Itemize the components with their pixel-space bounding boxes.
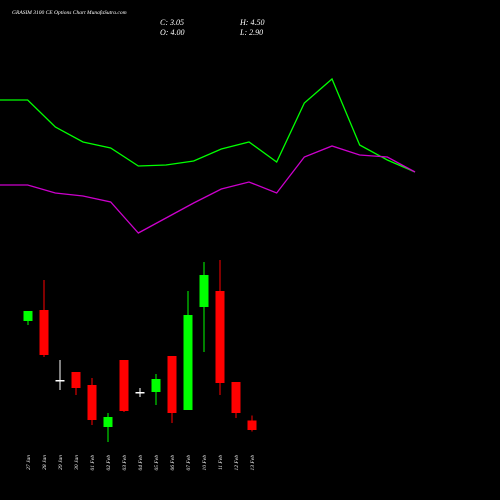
line-series [0,145,416,234]
x-tick-label: 04 Feb [137,455,144,471]
ohlc-close: C: 3.05 [160,18,184,27]
x-tick-label: 28 Jan [42,455,48,470]
candle-body [183,315,193,410]
candle-body [199,275,209,307]
chart-title: GRASIM 3100 CE Options Chart MunafaSutra… [12,9,127,16]
candle-body [231,382,241,413]
candle-body [71,372,81,388]
line-series [0,77,416,173]
candle-body [151,379,161,392]
x-tick-label: 01 Feb [90,455,96,471]
x-tick-label: 06 Feb [170,455,176,471]
x-tick-label: 02 Feb [106,455,112,471]
x-tick-label: 12 Feb [234,455,240,471]
candle-body [39,310,49,355]
candle-body [247,420,257,430]
ohlc-high: H: 4.50 [239,18,264,27]
x-tick-label: 03 Feb [122,455,128,471]
x-tick-label: 11 Feb [218,455,224,470]
candle-body [135,392,145,394]
ohlc-open: O: 4.00 [160,28,184,37]
x-tick-label: 13 Feb [250,455,256,471]
candle-body [119,360,129,411]
ohlc-low: L: 2.90 [239,28,263,37]
candle-body [215,291,225,383]
candle-body [87,385,97,420]
candle-body [23,311,33,321]
x-tick-label: 29 Jan [58,455,64,470]
x-tick-label: 05 Feb [154,455,160,471]
x-tick-label: 27 Jan [26,455,32,470]
x-tick-label: 10 Feb [202,455,208,471]
x-tick-label: 07 Feb [186,455,192,471]
candle-body [55,380,65,382]
candle-body [167,356,177,413]
candle-body [103,417,113,427]
x-tick-label: 30 Jan [74,455,80,471]
